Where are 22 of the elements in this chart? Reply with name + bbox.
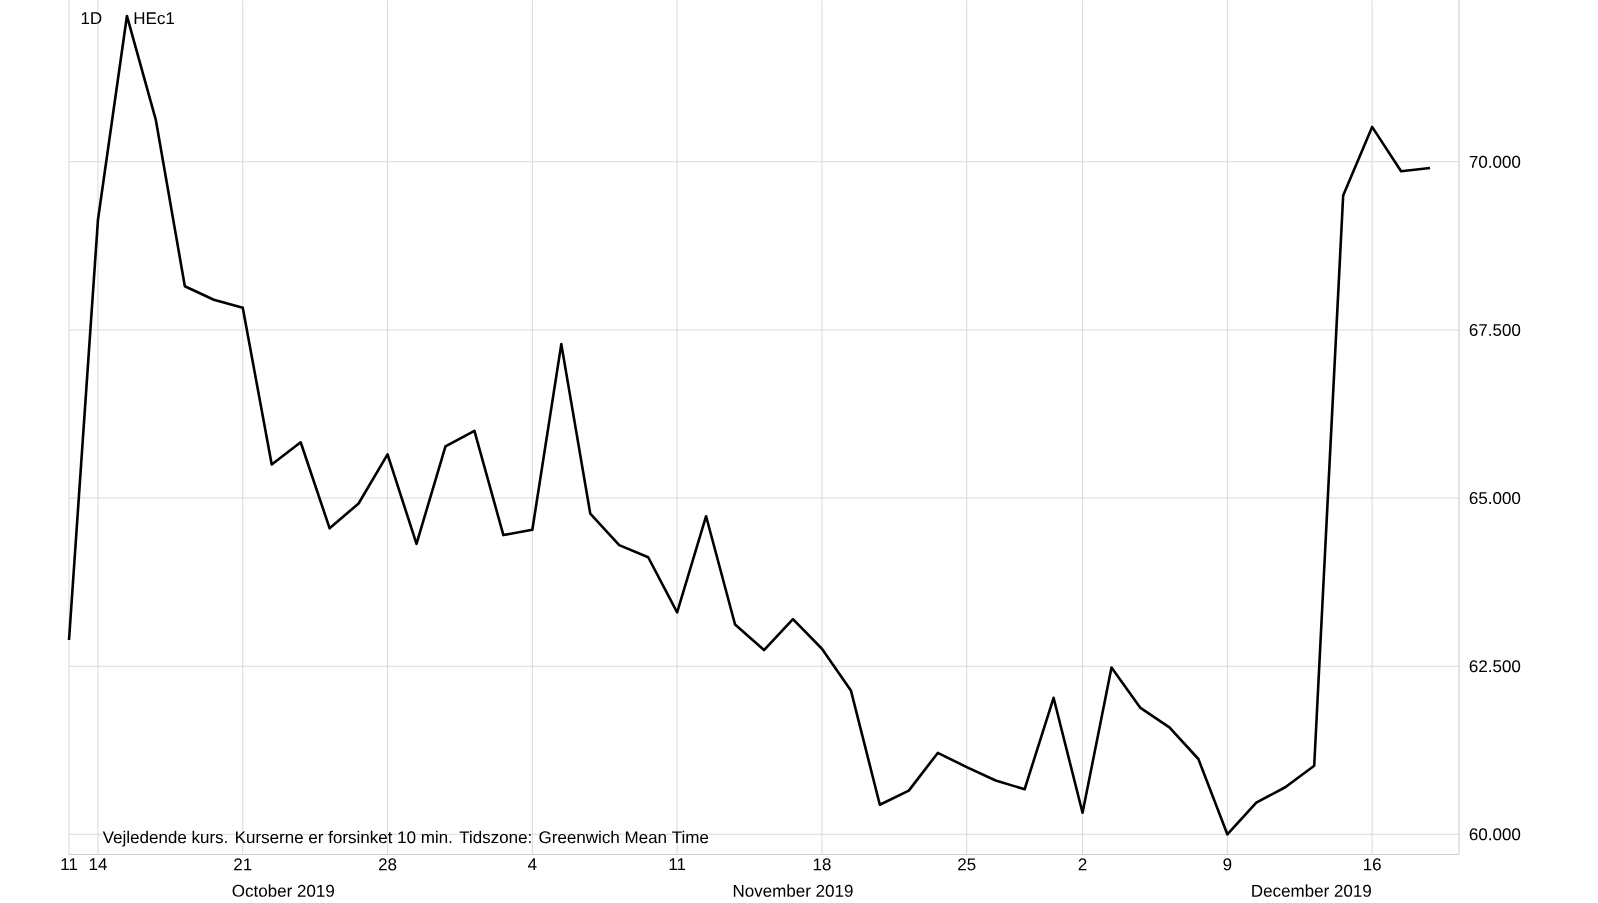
x-tick-label: 25 [958,858,976,871]
x-tick-label: 14 [89,858,107,871]
text: 1D [81,12,102,25]
y-tick-label: 60.000 [1469,828,1521,841]
y-tick-label: 67.500 [1469,324,1521,337]
text: November 2019 [733,884,853,898]
text: HEc1 [134,12,174,25]
x-tick-label: 21 [234,858,252,871]
x-tick-label: 28 [378,858,397,871]
x-tick-label: 16 [1363,858,1381,871]
y-tick-label: 62.500 [1469,660,1521,673]
x-tick-label: 2 [1078,858,1087,871]
text: December 2019 [1252,884,1371,898]
x-tick-label: 18 [813,858,831,871]
x-tick-label: 9 [1223,858,1232,871]
y-tick-label: 70.000 [1469,156,1521,169]
x-tick-label: 11 [61,858,78,871]
y-tick-label: 65.000 [1469,492,1521,505]
annotation: Vejledende kurs. Kurserne er forsinket 10 min. Tidszone: Greenwich Mean Time [102,831,709,847]
text: October 2019 [232,884,334,898]
x-tick-label: 4 [528,858,537,871]
x-tick-label: 11 [669,858,686,871]
